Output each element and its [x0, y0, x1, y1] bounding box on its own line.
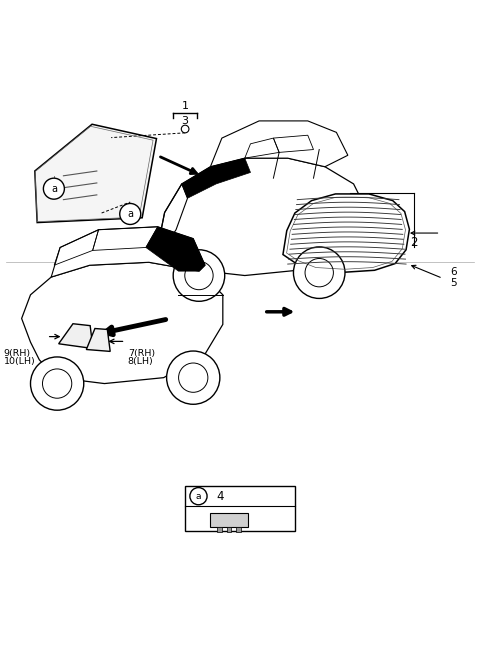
Polygon shape	[283, 194, 409, 272]
Polygon shape	[51, 227, 205, 277]
Polygon shape	[146, 227, 205, 271]
Text: a: a	[51, 184, 57, 194]
Text: 9(RH): 9(RH)	[4, 349, 31, 358]
FancyBboxPatch shape	[227, 527, 231, 532]
Circle shape	[173, 250, 225, 302]
Circle shape	[181, 125, 189, 133]
Polygon shape	[22, 262, 223, 384]
Polygon shape	[159, 158, 365, 275]
Circle shape	[293, 247, 345, 298]
Text: 2: 2	[410, 236, 418, 249]
Text: 6: 6	[450, 267, 456, 277]
Polygon shape	[182, 158, 251, 198]
Polygon shape	[35, 124, 156, 223]
Polygon shape	[210, 121, 348, 167]
Circle shape	[120, 204, 141, 225]
Circle shape	[190, 487, 207, 505]
Text: 3: 3	[181, 116, 189, 126]
FancyBboxPatch shape	[236, 527, 241, 532]
Circle shape	[167, 351, 220, 404]
Text: a: a	[196, 491, 201, 501]
Polygon shape	[59, 324, 93, 349]
Circle shape	[43, 178, 64, 199]
Circle shape	[31, 357, 84, 410]
Text: 10(LH): 10(LH)	[4, 357, 36, 367]
Text: 1: 1	[181, 101, 189, 110]
Text: 7(RH): 7(RH)	[128, 349, 155, 358]
Text: 8(LH): 8(LH)	[128, 357, 154, 367]
Polygon shape	[86, 328, 110, 351]
FancyBboxPatch shape	[210, 513, 248, 527]
Text: 5: 5	[450, 278, 456, 288]
FancyBboxPatch shape	[185, 486, 295, 532]
FancyBboxPatch shape	[217, 527, 222, 532]
Text: 4: 4	[216, 489, 224, 503]
Text: a: a	[127, 209, 133, 219]
